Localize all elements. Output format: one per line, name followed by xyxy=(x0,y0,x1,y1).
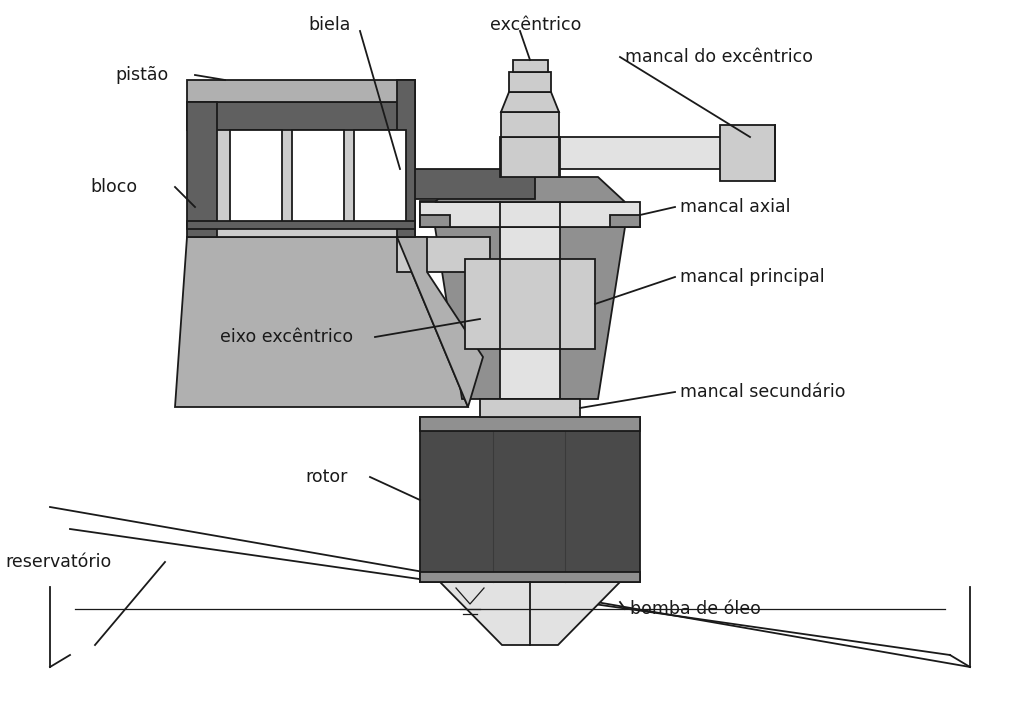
Text: rotor: rotor xyxy=(305,468,348,486)
Bar xyxy=(195,102,415,237)
Polygon shape xyxy=(501,92,559,112)
Bar xyxy=(420,202,640,227)
Polygon shape xyxy=(397,237,483,407)
Text: bomba de óleo: bomba de óleo xyxy=(630,600,761,618)
Bar xyxy=(509,72,551,92)
Polygon shape xyxy=(501,112,559,137)
Bar xyxy=(420,417,640,431)
Text: mancal do excêntrico: mancal do excêntrico xyxy=(625,48,813,66)
Bar xyxy=(187,102,415,130)
Text: pistão: pistão xyxy=(115,66,168,84)
Bar xyxy=(187,80,415,102)
Bar xyxy=(720,125,775,181)
Polygon shape xyxy=(175,237,468,407)
Text: bloco: bloco xyxy=(90,178,137,196)
Bar xyxy=(420,417,640,582)
Bar xyxy=(501,137,559,177)
Bar xyxy=(500,227,560,399)
Text: mancal principal: mancal principal xyxy=(680,268,825,286)
Text: biela: biela xyxy=(309,16,351,34)
Bar xyxy=(370,169,535,199)
Text: mancal secundário: mancal secundário xyxy=(680,383,845,401)
Polygon shape xyxy=(435,177,625,202)
Bar xyxy=(502,137,730,169)
Bar xyxy=(420,572,640,582)
Text: reservatório: reservatório xyxy=(5,553,112,571)
Bar xyxy=(292,130,344,225)
Text: mancal axial: mancal axial xyxy=(680,198,791,216)
Bar xyxy=(465,259,595,349)
Bar xyxy=(480,399,580,417)
Bar xyxy=(354,130,406,225)
Bar xyxy=(420,201,468,219)
Polygon shape xyxy=(435,227,625,399)
Bar xyxy=(397,237,490,272)
Bar xyxy=(187,221,415,229)
Text: eixo excêntrico: eixo excêntrico xyxy=(220,328,353,346)
Text: excêntrico: excêntrico xyxy=(490,16,581,34)
Bar xyxy=(187,102,217,237)
Bar xyxy=(230,130,282,225)
Bar xyxy=(513,60,548,72)
Bar xyxy=(420,215,450,227)
Polygon shape xyxy=(440,582,620,645)
Bar xyxy=(397,80,415,237)
Bar xyxy=(610,215,640,227)
